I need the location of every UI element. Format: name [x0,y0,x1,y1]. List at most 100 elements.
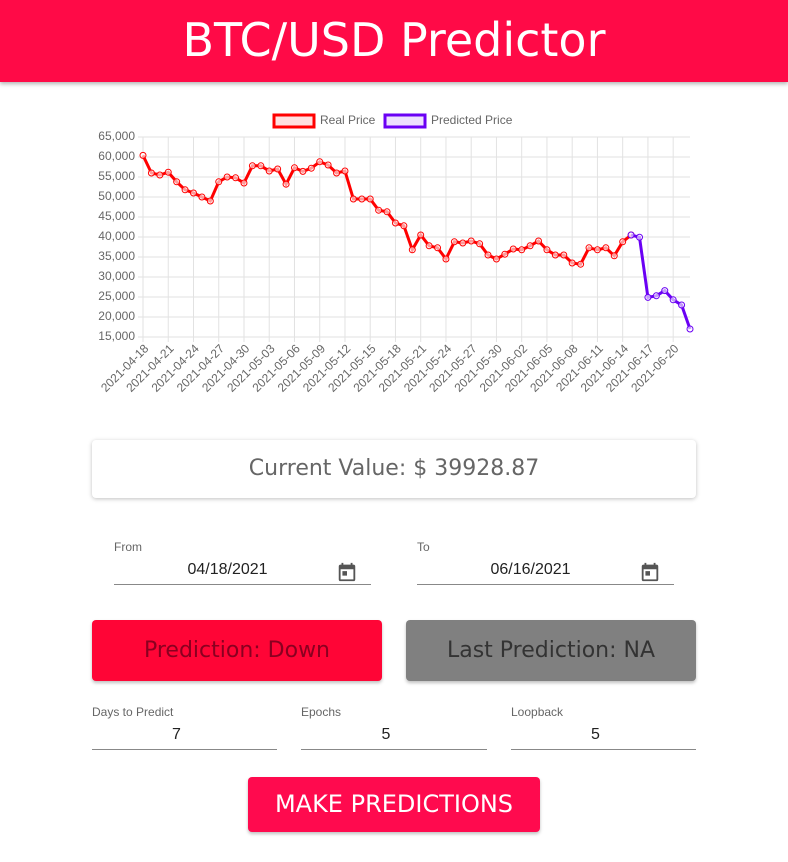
data-point [265,167,273,175]
legend-label: Predicted Price [431,113,513,127]
data-point [316,158,324,166]
app-title: BTC/USD Predictor [0,0,788,82]
data-point [198,193,206,201]
y-tick-label: 50,000 [98,189,135,203]
data-point [636,233,644,241]
data-point [459,239,467,247]
data-point [391,219,399,227]
data-point [568,259,576,267]
data-point [274,165,282,173]
param-input[interactable]: 5 [301,722,487,750]
param-label: Days to Predict [92,705,174,719]
data-point [383,208,391,216]
data-point [619,238,627,246]
data-point [543,246,551,254]
data-point [610,252,618,260]
to-input[interactable]: 06/16/2021 [417,557,674,585]
y-tick-label: 45,000 [98,209,135,223]
y-tick-label: 15,000 [98,329,135,343]
data-point [341,167,349,175]
data-point [223,173,231,181]
data-point [551,251,559,259]
data-point [686,325,694,333]
data-point [535,237,543,245]
prediction: Prediction: Down [92,620,382,681]
data-point [484,251,492,259]
data-point [232,174,240,182]
data-point [156,171,164,179]
data-point [434,244,442,252]
data-point [324,161,332,169]
data-point [206,197,214,205]
y-tick-label: 55,000 [98,169,135,183]
param-label: Epochs [301,705,342,719]
data-point [257,162,265,170]
data-point [627,231,635,239]
legend-label: Real Price [320,113,376,127]
series-line [630,233,692,330]
param-label: Loopback [511,705,564,719]
data-point [593,246,601,254]
y-tick-label: 20,000 [98,309,135,323]
data-point [282,180,290,188]
y-tick-label: 40,000 [98,229,135,243]
data-point [501,250,509,258]
data-point [450,238,458,246]
param-input[interactable]: 7 [92,722,277,750]
data-point [189,189,197,197]
data-point [509,245,517,253]
data-point [560,251,568,259]
data-point [290,164,298,172]
data-point [173,178,181,186]
data-point [358,195,366,203]
calendar-icon[interactable] [639,561,661,583]
current-value: Current Value: $ 39928.87 [92,440,696,498]
data-point [408,246,416,254]
from-input[interactable]: 04/18/2021 [114,557,371,585]
data-point [644,293,652,301]
data-point [139,151,147,159]
data-point [518,246,526,254]
data-point [652,292,660,300]
chart: 15,000 20,000 25,000 30,000 35,000 40,000 45,0… [98,113,694,395]
legend-swatch [383,113,427,129]
data-point [147,169,155,177]
data-point [492,255,500,263]
legend-swatch [272,113,316,129]
data-point [299,167,307,175]
data-point [164,168,172,176]
data-point [526,242,534,250]
data-point [467,237,475,245]
last-prediction: Last Prediction: NA [406,620,696,681]
data-point [669,296,677,304]
param-input[interactable]: 5 [511,722,696,750]
data-point [585,244,593,252]
data-point [417,231,425,239]
y-tick-label: 65,000 [98,129,135,143]
calendar-icon[interactable] [336,561,358,583]
from-label: From [114,540,142,554]
data-point [661,287,669,295]
data-point [307,164,315,172]
data-point [425,242,433,250]
y-tick-label: 30,000 [98,269,135,283]
y-tick-label: 35,000 [98,249,135,263]
data-point [400,222,408,230]
data-point [678,301,686,309]
y-tick-label: 25,000 [98,289,135,303]
data-point [215,178,223,186]
data-point [375,206,383,214]
data-point [349,195,357,203]
to-label: To [417,540,430,554]
y-tick-label: 60,000 [98,149,135,163]
data-point [240,179,248,187]
data-point [366,195,374,203]
data-point [333,169,341,177]
data-point [602,244,610,252]
data-point [476,240,484,248]
make-predictions-button[interactable]: MAKE PREDICTIONS [248,777,540,832]
data-point [181,186,189,194]
data-point [442,255,450,263]
data-point [577,260,585,268]
